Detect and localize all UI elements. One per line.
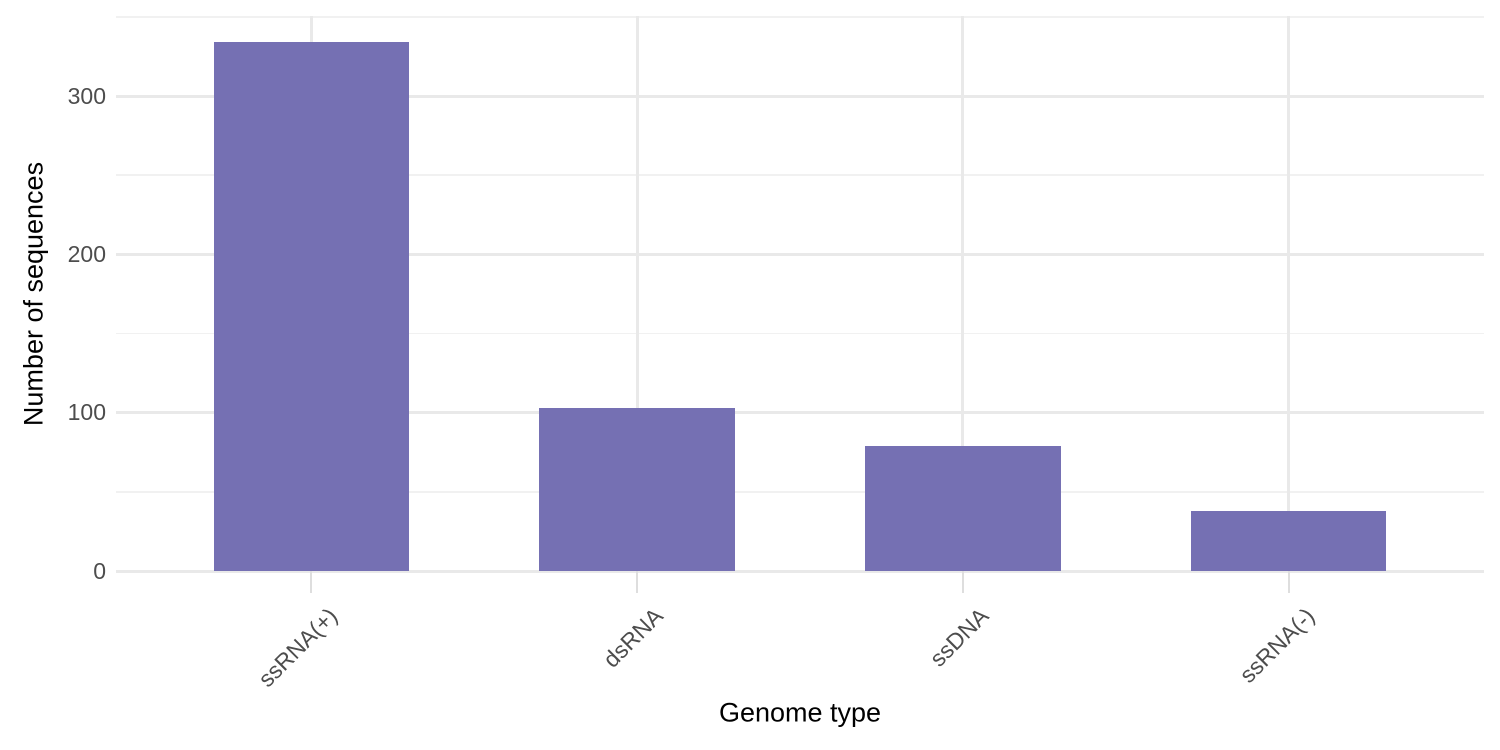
x-tick-label: ssRNA(+) xyxy=(253,602,343,692)
gridline-major xyxy=(116,411,1484,415)
y-axis-title: Number of sequences xyxy=(18,161,49,427)
bar xyxy=(539,407,735,571)
y-tick-label: 0 xyxy=(93,557,106,584)
gridline-major xyxy=(116,94,1484,98)
x-tick-label: ssRNA(-) xyxy=(1234,602,1320,688)
bar xyxy=(213,42,410,571)
gridline-minor xyxy=(116,332,1484,335)
bar xyxy=(865,445,1061,571)
x-tick-mark xyxy=(636,571,639,593)
gridline-major xyxy=(116,569,1484,573)
y-tick-label: 200 xyxy=(67,240,106,267)
x-axis-title: Genome type xyxy=(718,697,882,728)
gridline-minor xyxy=(116,16,1484,18)
x-tick-label: ssDNA xyxy=(924,602,994,672)
x-tick-label: dsRNA xyxy=(598,602,669,673)
gridline-minor xyxy=(116,174,1484,176)
bar xyxy=(1190,510,1387,571)
gridline-vertical-major xyxy=(1287,16,1291,571)
gridline-major xyxy=(116,252,1484,256)
x-tick-mark xyxy=(1287,571,1290,593)
x-tick-mark xyxy=(961,571,964,593)
gridline-minor xyxy=(116,491,1484,493)
gridline-vertical-major xyxy=(961,16,965,571)
gridline-vertical-major xyxy=(635,16,639,571)
x-tick-mark xyxy=(310,571,313,593)
y-tick-label: 300 xyxy=(67,82,106,109)
y-tick-label: 100 xyxy=(67,399,106,426)
